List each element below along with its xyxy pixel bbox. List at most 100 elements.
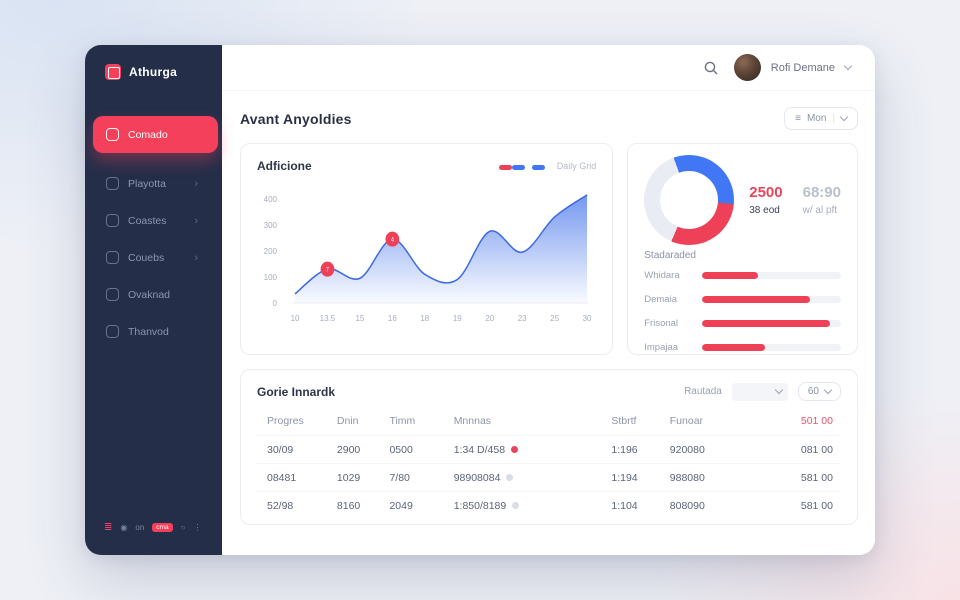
- app-logo: Athurga: [85, 45, 222, 80]
- chevron-down-icon[interactable]: [843, 61, 853, 70]
- students-icon: [106, 288, 119, 301]
- progress-track: [702, 296, 841, 303]
- table-cell: 08481: [257, 463, 333, 492]
- breakdown-label: Frisonal: [644, 318, 679, 329]
- chevron-down-icon: [774, 385, 784, 394]
- chevron-down-icon: [823, 385, 833, 394]
- y-axis-tick: 300: [263, 220, 277, 230]
- table-row[interactable]: 52/98 8160 2049 1:850/8189 1:104 808090 581 00: [257, 491, 841, 519]
- main-area: Rofi Demane Avant Anyoldies ≡ Mon |: [222, 45, 875, 555]
- table-cell: 1:194: [607, 463, 666, 492]
- table-cell: 1:196: [607, 435, 666, 464]
- breakdown-label: Impajaa: [644, 342, 679, 353]
- progress-fill: [702, 296, 811, 303]
- legend-pill-icon: [511, 165, 525, 170]
- breakdown-row: Frisonal: [644, 318, 841, 329]
- table-cell: 2049: [385, 491, 450, 519]
- legend-pill-icon: [498, 165, 512, 170]
- logo-text: Athurga: [129, 65, 178, 79]
- x-axis-tick: 18: [420, 314, 430, 323]
- content: Avant Anyoldies ≡ Mon | Adficione: [222, 91, 875, 555]
- sidebar-item-thanvod[interactable]: Thanvod: [85, 313, 222, 350]
- breakdown-row: Demaia: [644, 294, 841, 305]
- home-icon: [106, 128, 119, 141]
- column-header: Timm: [389, 415, 416, 427]
- sidebar-item-label: Comado: [128, 128, 168, 141]
- progress-fill: [702, 272, 758, 279]
- table-cell: 808090: [665, 491, 760, 519]
- x-axis-tick: 16: [387, 314, 397, 323]
- table-cell: 081 00: [759, 435, 841, 464]
- topbar: Rofi Demane: [222, 45, 875, 91]
- table-cell: 30/09: [257, 435, 333, 464]
- area-chart-svg: 74: [293, 194, 589, 304]
- legend-label: Daily Grid: [556, 161, 597, 171]
- divider: |: [832, 113, 835, 124]
- search-icon[interactable]: [698, 55, 724, 81]
- table-cell: 7/80: [385, 463, 450, 492]
- page-title: Avant Anyoldies: [240, 110, 352, 127]
- breakdown: Stadaraded Whidara Demaia Frisonal Impajaa: [644, 250, 841, 353]
- table-cell: 920080: [665, 435, 760, 464]
- table-row[interactable]: 30/09 2900 0500 1:34 D/458 1:196 920080 081 00: [257, 435, 841, 464]
- x-axis-tick: 25: [550, 314, 560, 323]
- target-icon[interactable]: ◉: [120, 523, 128, 532]
- progress-fill: [702, 320, 830, 327]
- sidebar-item-couebs[interactable]: Couebs ›: [85, 239, 222, 276]
- status-dot: [512, 502, 520, 510]
- sidebar-item-coastes[interactable]: Coastes ›: [85, 202, 222, 239]
- chevron-down-icon: [839, 112, 849, 121]
- table-row[interactable]: 08481 1029 7/80 98908084 1:194 988080 581 00: [257, 463, 841, 492]
- user-name: Rofi Demane: [770, 61, 835, 74]
- page-size-button[interactable]: 60: [797, 382, 841, 401]
- hamburger-icon: ≡: [795, 113, 801, 124]
- date-filter-button[interactable]: ≡ Mon |: [784, 107, 858, 130]
- page-head: Avant Anyoldies ≡ Mon |: [240, 107, 858, 130]
- table-body: 30/09 2900 0500 1:34 D/458 1:196 920080 081 00…: [257, 435, 841, 519]
- circle-icon[interactable]: ○: [180, 523, 186, 532]
- cma-badge[interactable]: cma: [152, 523, 173, 532]
- sidebar-nav: Comado Playotta › Coastes › Couebs › Ovaknad Tha…: [85, 116, 222, 350]
- table-cell: 1:34 D/458: [449, 435, 608, 464]
- stat-secondary-value: 68:90: [802, 184, 841, 201]
- chart-marker[interactable]: 7: [320, 261, 335, 277]
- chevron-right-icon: ›: [194, 251, 198, 264]
- table-cell: 1:850/8189: [449, 491, 608, 519]
- x-axis-tick: 13.5: [319, 314, 336, 323]
- progress-fill: [702, 344, 765, 351]
- table-cell: 1029: [332, 463, 386, 492]
- x-axis-tick: 10: [290, 314, 300, 323]
- table-cell: 98908084: [449, 463, 608, 492]
- table-filter-select[interactable]: [731, 382, 788, 401]
- filter-label: Mon: [806, 113, 827, 124]
- avatar[interactable]: [733, 54, 761, 81]
- legend-pills: [498, 157, 545, 175]
- column-header: Funoar: [669, 415, 704, 427]
- table-cell: 8160: [332, 491, 386, 519]
- donut-row: 2500 38 eod 68:90 w/ al pft: [644, 155, 841, 245]
- sidebar-item-playotta[interactable]: Playotta ›: [85, 165, 222, 202]
- stat-secondary: 68:90 w/ al pft: [803, 184, 841, 216]
- table-cell: 988080: [665, 463, 760, 492]
- status-text[interactable]: on: [135, 523, 145, 532]
- table-controls: Rautada 60: [684, 382, 841, 401]
- channels-icon: [106, 325, 119, 338]
- logo-mini-icon[interactable]: ≣: [104, 522, 113, 533]
- sidebar-item-ovaknad[interactable]: Ovaknad: [85, 276, 222, 313]
- cards-row: Adficione Daily Grid: [240, 143, 858, 355]
- sidebar-item-comado[interactable]: Comado: [93, 116, 218, 153]
- more-icon[interactable]: ⋮: [193, 523, 202, 532]
- column-header: Stbrtf: [611, 415, 637, 427]
- svg-text:7: 7: [326, 267, 329, 273]
- table-cell: 0500: [385, 435, 450, 464]
- x-axis-tick: 20: [485, 314, 495, 323]
- chart-marker[interactable]: 4: [385, 231, 400, 247]
- stat-secondary-label: w/ al pft: [802, 205, 838, 216]
- x-axis-tick: 15: [355, 314, 365, 323]
- sidebar-item-label: Coastes: [128, 214, 167, 227]
- page-size-value: 60: [807, 386, 819, 397]
- x-axis-tick: 30: [582, 314, 592, 323]
- table-cell: 2900: [332, 435, 386, 464]
